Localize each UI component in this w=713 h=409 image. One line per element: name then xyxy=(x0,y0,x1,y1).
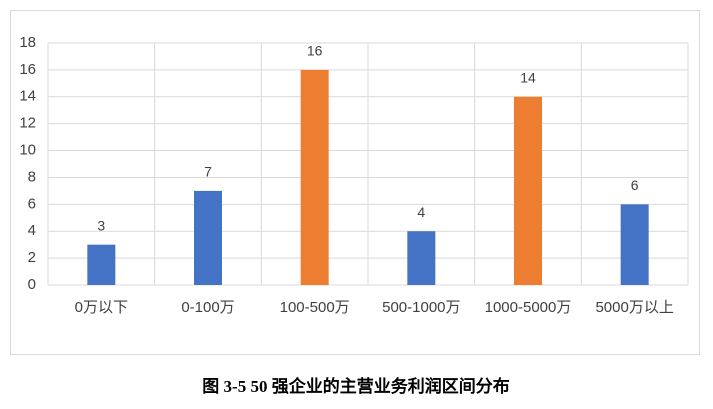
bar xyxy=(514,96,542,286)
y-tick-label: 12 xyxy=(19,115,36,132)
bar xyxy=(300,69,329,285)
data-label: 7 xyxy=(204,164,212,180)
x-tick-label: 100-500万 xyxy=(280,299,350,316)
y-tick-label: 2 xyxy=(28,249,36,266)
y-tick-label: 4 xyxy=(28,222,36,239)
y-tick-label: 6 xyxy=(28,195,36,212)
y-tick-label: 0 xyxy=(28,276,36,293)
data-label: 16 xyxy=(307,43,323,59)
bar xyxy=(620,204,649,285)
bar xyxy=(87,244,116,285)
y-tick-label: 10 xyxy=(19,142,36,159)
bar xyxy=(407,231,436,285)
y-tick-label: 18 xyxy=(19,34,36,51)
data-label: 4 xyxy=(417,204,425,220)
chart-caption: 图 3-5 50 强企业的主营业务利润区间分布 xyxy=(202,376,509,396)
y-tick-label: 14 xyxy=(19,88,36,105)
y-tick-label: 8 xyxy=(28,168,36,185)
x-tick-label: 1000-5000万 xyxy=(485,299,572,316)
x-tick-label: 0-100万 xyxy=(181,299,234,316)
data-label: 6 xyxy=(631,177,639,193)
x-tick-label: 5000万以上 xyxy=(595,299,673,316)
x-tick-label: 500-1000万 xyxy=(382,299,460,316)
chart-frame xyxy=(10,10,700,355)
data-label: 3 xyxy=(97,217,105,233)
data-label: 14 xyxy=(520,69,536,85)
x-tick-label: 0万以下 xyxy=(75,299,128,316)
bar xyxy=(194,190,222,285)
y-tick-label: 16 xyxy=(19,61,36,78)
